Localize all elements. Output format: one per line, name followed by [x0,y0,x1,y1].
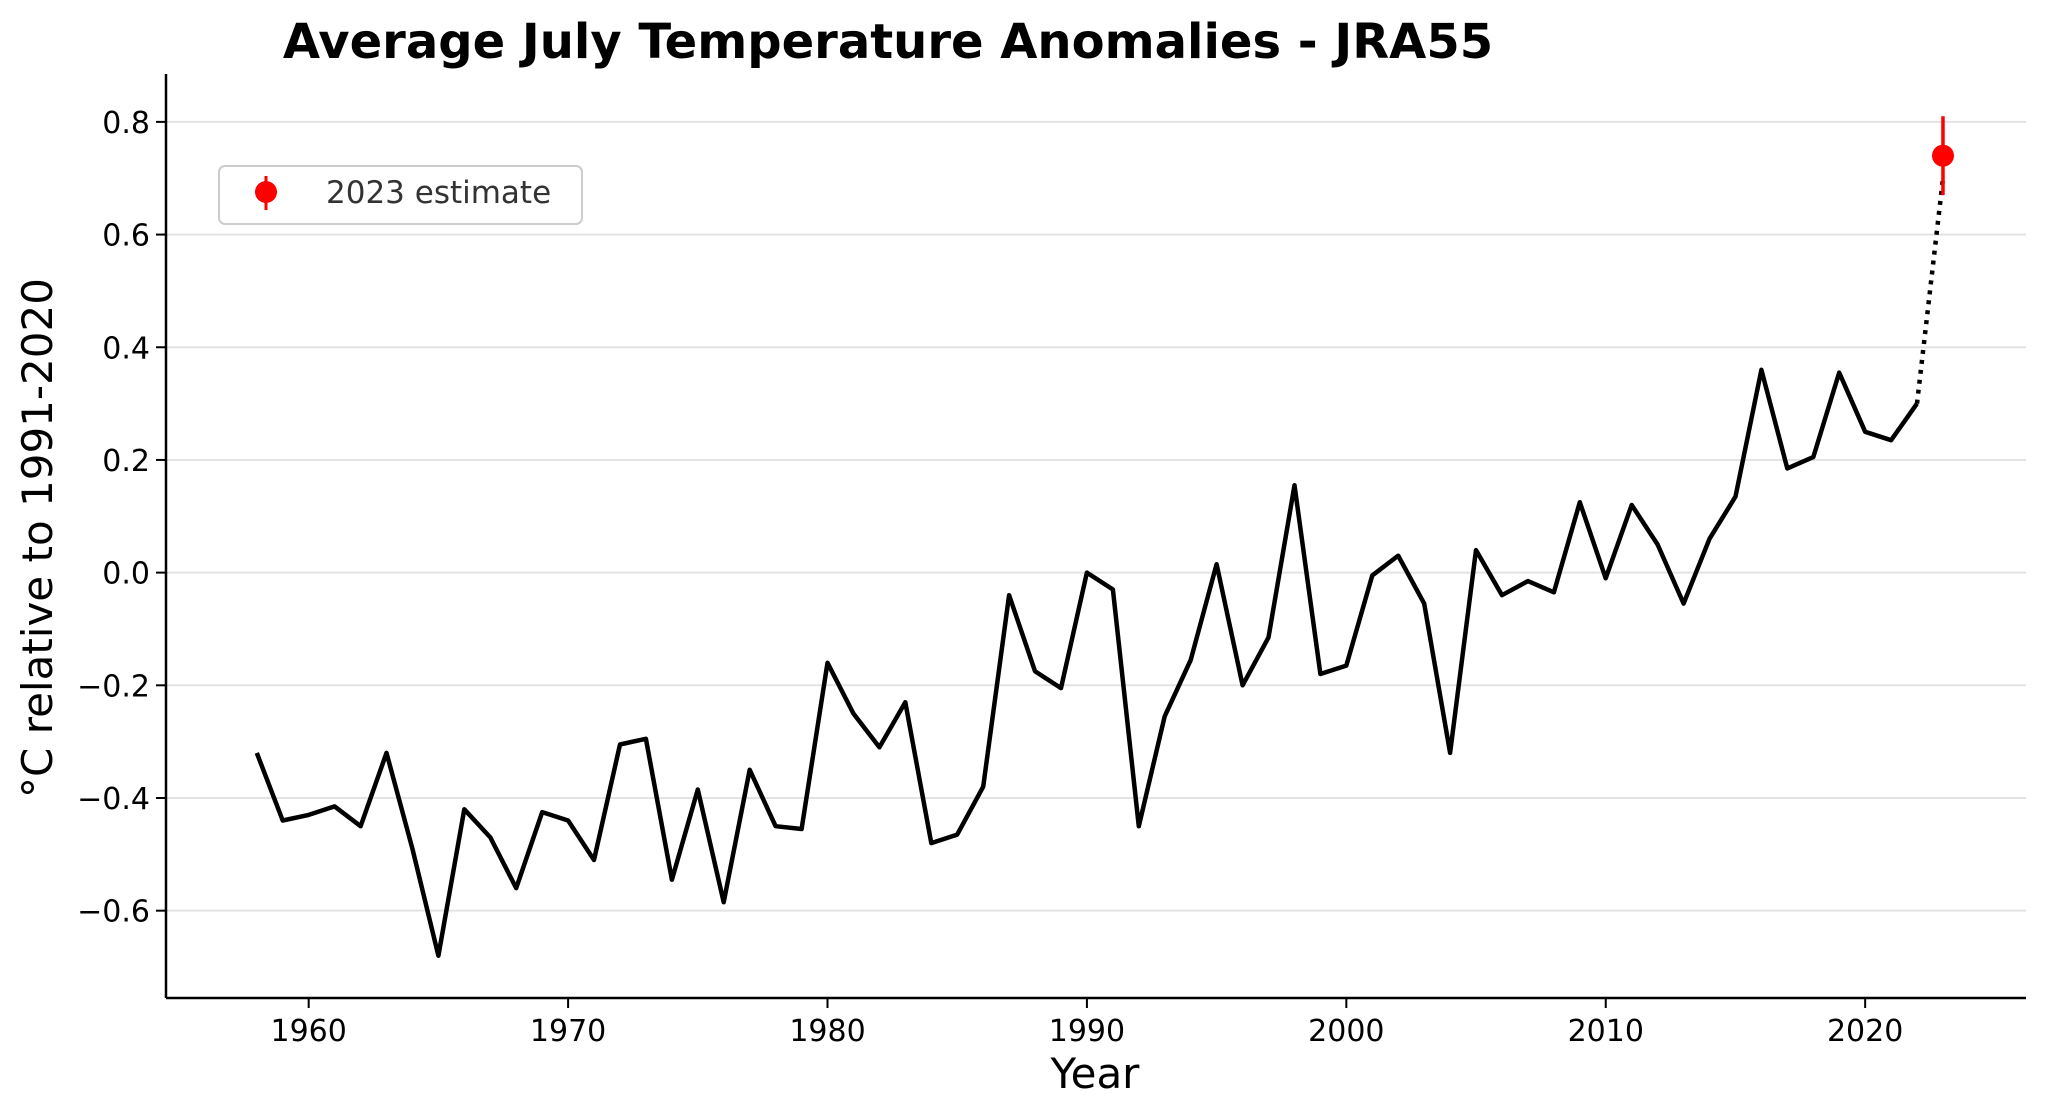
x-tick-label: 1980 [789,1014,865,1049]
x-tick-label: 2010 [1568,1014,1644,1049]
legend: 2023 estimate [218,165,583,225]
x-tick-label: 1970 [530,1014,606,1049]
x-tick-label: 2000 [1308,1014,1384,1049]
projection-line [1914,177,1946,404]
x-tick-label: 2020 [1827,1014,1903,1049]
x-axis-label: Year [1050,1049,1141,1098]
y-tick-label: −0.6 [77,895,150,930]
y-tick-label: 0.8 [102,106,150,141]
y-tick-label: 0.2 [102,444,150,479]
legend-label: 2023 estimate [326,175,551,211]
y-tick-label: 0.0 [102,557,150,592]
temperature-line [254,367,1919,958]
legend-point-marker [255,181,277,203]
x-tick-label: 1990 [1049,1014,1125,1049]
legend-frame [218,165,583,225]
y-ticks: −0.6 −0.4 −0.2 0.0 0.2 0.4 0.6 0.8 [77,106,166,930]
axes [164,74,2026,1000]
series [254,177,1946,958]
estimate-point [1931,144,1954,167]
grid [166,120,2026,912]
x-tick-label: 1960 [270,1014,346,1049]
y-axis-label: °C relative to 1991-2020 [13,278,62,798]
y-tick-label: 0.6 [102,219,150,254]
y-tick-label: −0.2 [77,669,150,704]
x-ticks: 1960 1970 1980 1990 2000 2010 2020 [270,998,1903,1049]
y-tick-label: 0.4 [102,331,150,366]
chart-title: Average July Temperature Anomalies - JRA… [283,14,1493,70]
y-tick-label: −0.4 [77,782,150,817]
estimate [1931,116,1954,196]
